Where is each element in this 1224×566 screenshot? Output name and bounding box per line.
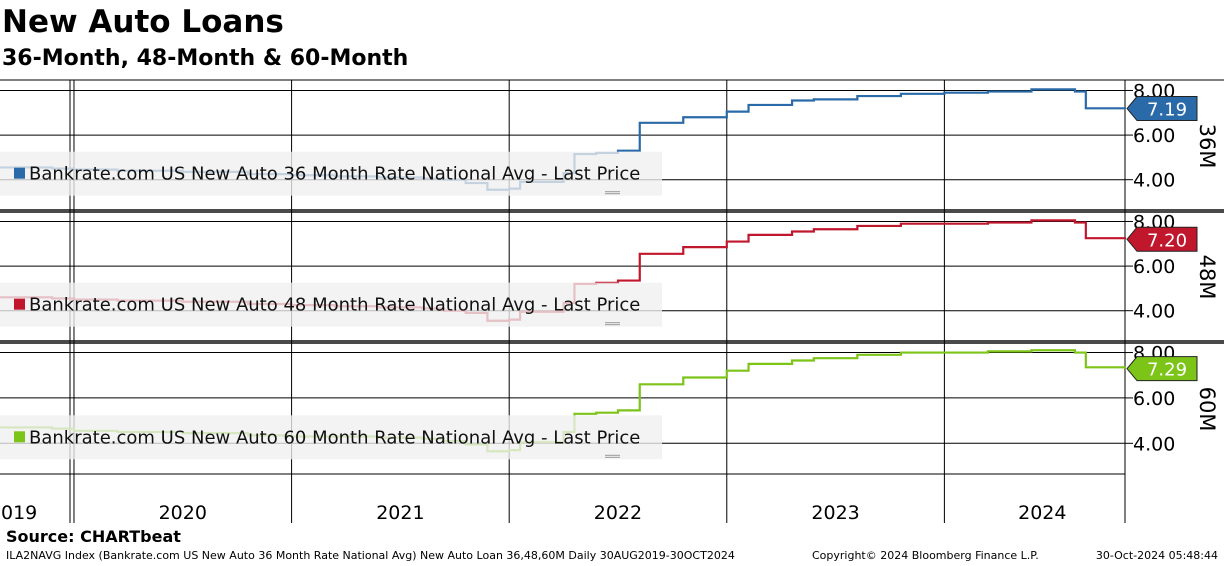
- last-value-badge: [1126, 226, 1198, 252]
- x-tick-label: 2022: [594, 502, 642, 524]
- chart-root: 2019202020212022202320248.006.004.00Bank…: [0, 79, 1224, 524]
- panel-separator: [0, 340, 1224, 344]
- legend-label: Bankrate.com US New Auto 60 Month Rate N…: [29, 427, 640, 448]
- last-value-badge: [1126, 356, 1198, 382]
- y-tick-label: 4.00: [1133, 170, 1175, 192]
- last-value-label: 7.29: [1147, 360, 1187, 381]
- y-tick-label: 6.00: [1133, 388, 1175, 410]
- last-value-label: 7.19: [1147, 100, 1187, 121]
- x-tick-label: 2019: [0, 502, 37, 524]
- legend-swatch: [14, 431, 25, 443]
- panel-label: 48M: [1195, 255, 1219, 300]
- legend-box: [0, 415, 662, 460]
- legend-swatch: [14, 298, 25, 310]
- y-tick-label: 6.00: [1133, 256, 1175, 278]
- footer-text: ILA2NAVG Index (Bankrate.com US New Auto…: [6, 549, 735, 562]
- panel-separator: [0, 209, 1224, 213]
- y-tick-label: 4.00: [1133, 301, 1175, 323]
- copyright-text: Copyright© 2024 Bloomberg Finance L.P.: [812, 549, 1039, 562]
- x-tick-label: 2021: [376, 502, 424, 524]
- legend-box: [0, 282, 662, 327]
- legend-label: Bankrate.com US New Auto 36 Month Rate N…: [29, 164, 640, 185]
- y-tick-label: 4.00: [1133, 433, 1175, 455]
- panel-label: 36M: [1195, 124, 1219, 169]
- legend-box: [0, 151, 662, 196]
- last-value-label: 7.20: [1147, 230, 1187, 251]
- chart-subtitle: 36-Month, 48-Month & 60-Month: [2, 46, 409, 71]
- legend-label: Bankrate.com US New Auto 48 Month Rate N…: [29, 295, 640, 316]
- x-tick-label: 2024: [1018, 502, 1066, 524]
- legend-swatch: [14, 167, 25, 179]
- source-label: Source: CHARTbeat: [6, 527, 181, 546]
- last-value-badge: [1126, 96, 1198, 122]
- x-tick-label: 2023: [811, 502, 859, 524]
- x-tick-label: 2020: [159, 502, 207, 524]
- chart-title: New Auto Loans: [2, 4, 284, 40]
- y-tick-label: 6.00: [1133, 125, 1175, 147]
- panel-label: 60M: [1195, 387, 1219, 432]
- timestamp-text: 30-Oct-2024 05:48:44: [1095, 549, 1218, 562]
